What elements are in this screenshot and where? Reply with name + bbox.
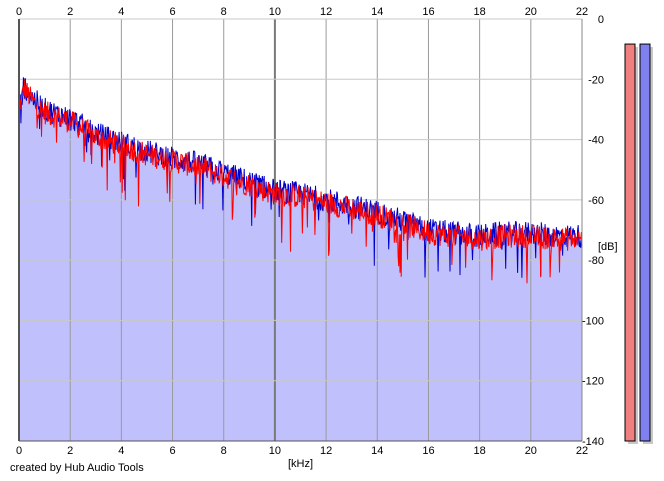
x-axis-label: [kHz] xyxy=(288,458,313,470)
x-tick-label-bottom: 22 xyxy=(576,445,588,457)
y-tick-label: -60 xyxy=(588,195,604,207)
y-tick-label: -100 xyxy=(582,315,604,327)
y-tick-label: 0 xyxy=(598,14,604,26)
x-tick-label-bottom: 12 xyxy=(320,445,332,457)
level-meter-left xyxy=(624,43,636,442)
x-tick-label-top: 18 xyxy=(474,6,486,18)
y-tick-label: -20 xyxy=(588,74,604,86)
x-tick-label-top: 20 xyxy=(525,6,537,18)
tick-labels-layer: 002244668810101212141416161818202022220-… xyxy=(16,6,604,457)
x-tick-label-bottom: 8 xyxy=(221,445,227,457)
x-tick-label-top: 4 xyxy=(118,6,124,18)
x-tick-label-bottom: 2 xyxy=(67,445,73,457)
series-line-left xyxy=(18,80,583,284)
x-tick-label-top: 22 xyxy=(576,6,588,18)
x-tick-label-bottom: 16 xyxy=(422,445,434,457)
axes-layer xyxy=(18,19,583,442)
x-tick-label-top: 16 xyxy=(422,6,434,18)
credit-text: created by Hub Audio Tools xyxy=(10,462,144,474)
x-tick-label-bottom: 4 xyxy=(118,445,124,457)
x-tick-label-bottom: 6 xyxy=(169,445,175,457)
y-tick-label: -40 xyxy=(588,135,604,147)
x-tick-label-top: 12 xyxy=(320,6,332,18)
x-tick-label-bottom: 14 xyxy=(371,445,383,457)
spectrum-fill xyxy=(19,77,582,442)
x-tick-label-bottom: 20 xyxy=(525,445,537,457)
series-layer xyxy=(18,77,583,284)
x-tick-label-bottom: 18 xyxy=(474,445,486,457)
level-meter-right xyxy=(639,43,651,442)
y-tick-label: -80 xyxy=(588,255,604,267)
x-tick-label-bottom: 0 xyxy=(16,445,22,457)
x-tick-label-top: 6 xyxy=(169,6,175,18)
level-meters xyxy=(624,43,653,445)
x-tick-label-top: 2 xyxy=(67,6,73,18)
x-tick-label-top: 14 xyxy=(371,6,383,18)
y-axis-label: [dB] xyxy=(598,241,618,253)
y-tick-label: -140 xyxy=(582,436,604,448)
spectrum-fill-layer xyxy=(19,77,582,442)
x-tick-label-top: 0 xyxy=(16,6,22,18)
y-tick-label: -120 xyxy=(582,376,604,388)
x-tick-label-bottom: 10 xyxy=(269,445,281,457)
x-tick-label-top: 8 xyxy=(221,6,227,18)
x-tick-label-top: 10 xyxy=(269,6,281,18)
